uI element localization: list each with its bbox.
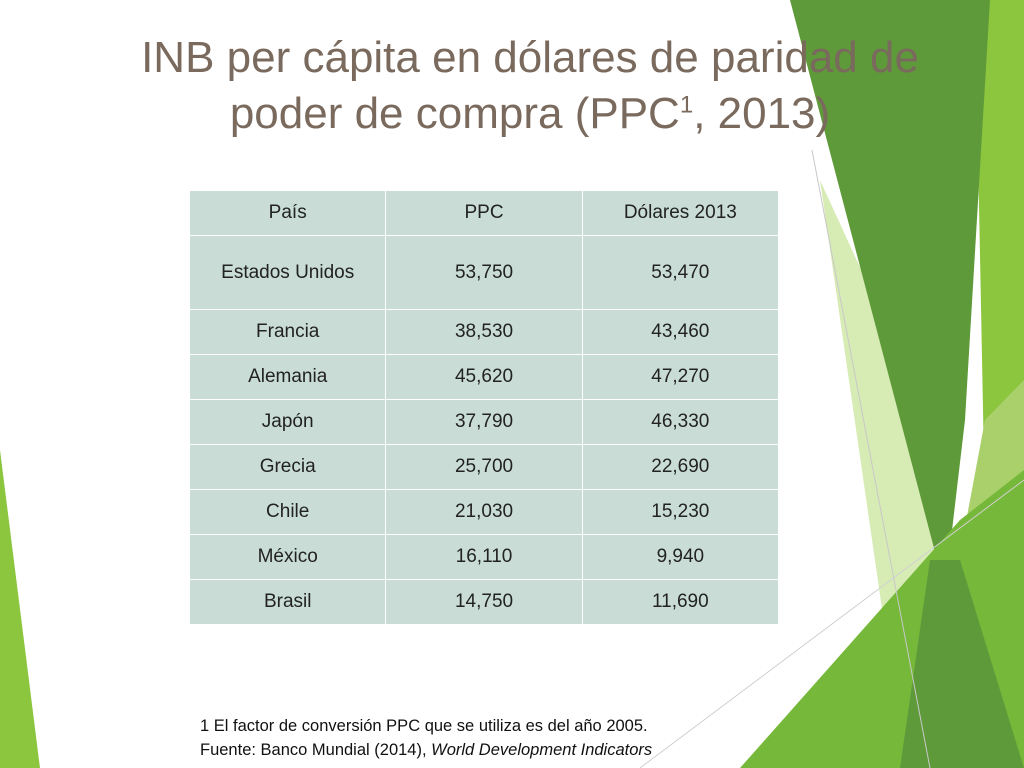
title-superscript: 1 <box>679 91 694 119</box>
cell-usd: 22,690 <box>581 444 780 490</box>
table-row: Estados Unidos 53,750 53,470 <box>188 235 780 310</box>
footnote-conversion: 1 El factor de conversión PPC que se uti… <box>200 717 648 735</box>
title-line-2: poder de compra (PPC <box>229 89 680 138</box>
cell-country: México <box>188 534 387 580</box>
cell-ppc: 21,030 <box>385 489 583 535</box>
green-shape-left <box>0 450 40 768</box>
table-row: Brasil 14,750 11,690 <box>188 579 780 625</box>
cell-ppc: 25,700 <box>385 444 583 490</box>
table-row: México 16,110 9,940 <box>188 534 780 580</box>
table-header-row: País PPC Dólares 2013 <box>188 190 780 236</box>
footnote-source-title: World Development Indicators <box>431 741 653 759</box>
cell-usd: 53,470 <box>581 235 780 310</box>
footnote-source-prefix: Fuente: Banco Mundial (2014), <box>200 741 432 759</box>
table-row: Alemania 45,620 47,270 <box>188 354 780 400</box>
cell-country: Brasil <box>188 579 387 625</box>
table-row: Chile 21,030 15,230 <box>188 489 780 535</box>
cell-ppc: 37,790 <box>385 399 583 445</box>
deco-line-2 <box>639 479 1024 768</box>
cell-country: Grecia <box>188 444 387 490</box>
table-row: Grecia 25,700 22,690 <box>188 444 780 490</box>
cell-usd: 47,270 <box>581 354 780 400</box>
green-shape-dark <box>790 0 990 590</box>
cell-country: Alemania <box>188 354 387 400</box>
header-pais: País <box>188 190 387 236</box>
title-line-2-end: , 2013) <box>693 89 831 138</box>
green-shape-bottom-dark <box>900 560 1024 768</box>
cell-ppc: 45,620 <box>385 354 583 400</box>
cell-ppc: 14,750 <box>385 579 583 625</box>
footnote-source: Fuente: Banco Mundial (2014), World Deve… <box>200 738 652 762</box>
deco-line-1 <box>811 149 931 768</box>
cell-country: Japón <box>188 399 387 445</box>
table-row: Japón 37,790 46,330 <box>188 399 780 445</box>
footnote: 1 El factor de conversión PPC que se uti… <box>200 714 652 762</box>
cell-usd: 43,460 <box>581 309 780 355</box>
gni-table: País PPC Dólares 2013 Estados Unidos 53,… <box>188 190 780 625</box>
cell-ppc: 53,750 <box>385 235 583 310</box>
cell-usd: 15,230 <box>581 489 780 535</box>
cell-ppc: 16,110 <box>385 534 583 580</box>
cell-usd: 9,940 <box>581 534 780 580</box>
header-dolares: Dólares 2013 <box>581 190 780 236</box>
cell-usd: 11,690 <box>581 579 780 625</box>
cell-country: Chile <box>188 489 387 535</box>
cell-country: Francia <box>188 309 387 355</box>
table-row: Francia 38,530 43,460 <box>188 309 780 355</box>
header-ppc: PPC <box>385 190 583 236</box>
cell-usd: 46,330 <box>581 399 780 445</box>
slide-title: INB per cápita en dólares de paridad de … <box>60 30 1000 142</box>
title-line-1: INB per cápita en dólares de paridad de <box>141 33 919 82</box>
cell-country: Estados Unidos <box>188 235 387 310</box>
cell-ppc: 38,530 <box>385 309 583 355</box>
